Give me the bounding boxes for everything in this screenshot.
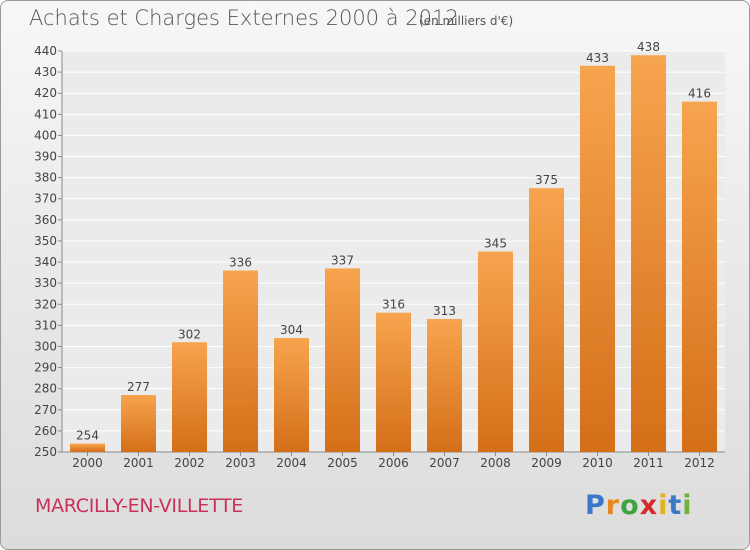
y-tick-label: 330 bbox=[34, 276, 57, 290]
bar-value-label: 313 bbox=[433, 304, 456, 318]
bar-2007 bbox=[427, 319, 462, 452]
bar-2000 bbox=[70, 443, 105, 452]
chart-unit: (en milliers d'€) bbox=[419, 14, 514, 28]
x-tick-label: 2002 bbox=[174, 456, 205, 470]
x-tick-label: 2008 bbox=[480, 456, 511, 470]
y-tick-label: 360 bbox=[34, 213, 57, 227]
y-tick-label: 340 bbox=[34, 255, 57, 269]
y-tick-label: 390 bbox=[34, 150, 57, 164]
bar-value-label: 345 bbox=[484, 237, 507, 251]
y-tick-label: 430 bbox=[34, 65, 57, 79]
y-tick-label: 270 bbox=[34, 403, 57, 417]
bar-2002 bbox=[172, 342, 207, 452]
bar-value-label: 375 bbox=[535, 173, 558, 187]
y-tick-label: 250 bbox=[34, 445, 57, 459]
bar-2012 bbox=[682, 101, 717, 452]
y-tick-label: 370 bbox=[34, 192, 57, 206]
bar-value-label: 254 bbox=[76, 429, 99, 443]
y-tick-label: 300 bbox=[34, 339, 57, 353]
bar-2006 bbox=[376, 312, 411, 452]
bar-value-label: 416 bbox=[688, 87, 711, 101]
y-tick-label: 380 bbox=[34, 171, 57, 185]
bar-2010 bbox=[580, 65, 615, 452]
y-tick-label: 260 bbox=[34, 424, 57, 438]
y-tick-label: 350 bbox=[34, 234, 57, 248]
x-tick-label: 2011 bbox=[633, 456, 664, 470]
x-tick-label: 2003 bbox=[225, 456, 256, 470]
y-tick-label: 440 bbox=[34, 44, 57, 58]
bar-value-label: 302 bbox=[178, 327, 201, 341]
bar-value-label: 438 bbox=[637, 40, 660, 54]
y-tick-label: 320 bbox=[34, 297, 57, 311]
x-tick-label: 2010 bbox=[582, 456, 613, 470]
y-tick-label: 420 bbox=[34, 86, 57, 100]
bar-2003 bbox=[223, 270, 258, 452]
bar-2009 bbox=[529, 188, 564, 452]
bar-2008 bbox=[478, 251, 513, 452]
proxiti-logo: Proxiti bbox=[585, 490, 693, 521]
y-tick-label: 400 bbox=[34, 128, 57, 142]
bar-value-label: 316 bbox=[382, 298, 405, 312]
chart-title: Achats et Charges Externes 2000 à 2012 bbox=[29, 6, 459, 30]
x-tick-label: 2000 bbox=[72, 456, 103, 470]
bar-2001 bbox=[121, 395, 156, 452]
y-tick-label: 310 bbox=[34, 318, 57, 332]
x-tick-label: 2006 bbox=[378, 456, 409, 470]
x-tick-label: 2005 bbox=[327, 456, 358, 470]
bar-2011 bbox=[631, 55, 666, 452]
x-tick-label: 2001 bbox=[123, 456, 154, 470]
bar-2005 bbox=[325, 268, 360, 452]
bar-value-label: 337 bbox=[331, 253, 354, 267]
bar-value-label: 304 bbox=[280, 323, 303, 337]
x-tick-label: 2012 bbox=[684, 456, 715, 470]
place-name: MARCILLY-EN-VILLETTE bbox=[35, 495, 243, 517]
y-tick-label: 410 bbox=[34, 107, 57, 121]
y-tick-label: 290 bbox=[34, 361, 57, 375]
bar-2004 bbox=[274, 338, 309, 452]
x-tick-label: 2004 bbox=[276, 456, 307, 470]
y-tick-label: 280 bbox=[34, 382, 57, 396]
bar-value-label: 336 bbox=[229, 255, 252, 269]
bar-value-label: 433 bbox=[586, 51, 609, 65]
x-tick-label: 2009 bbox=[531, 456, 562, 470]
x-tick-label: 2007 bbox=[429, 456, 460, 470]
bar-value-label: 277 bbox=[127, 380, 150, 394]
